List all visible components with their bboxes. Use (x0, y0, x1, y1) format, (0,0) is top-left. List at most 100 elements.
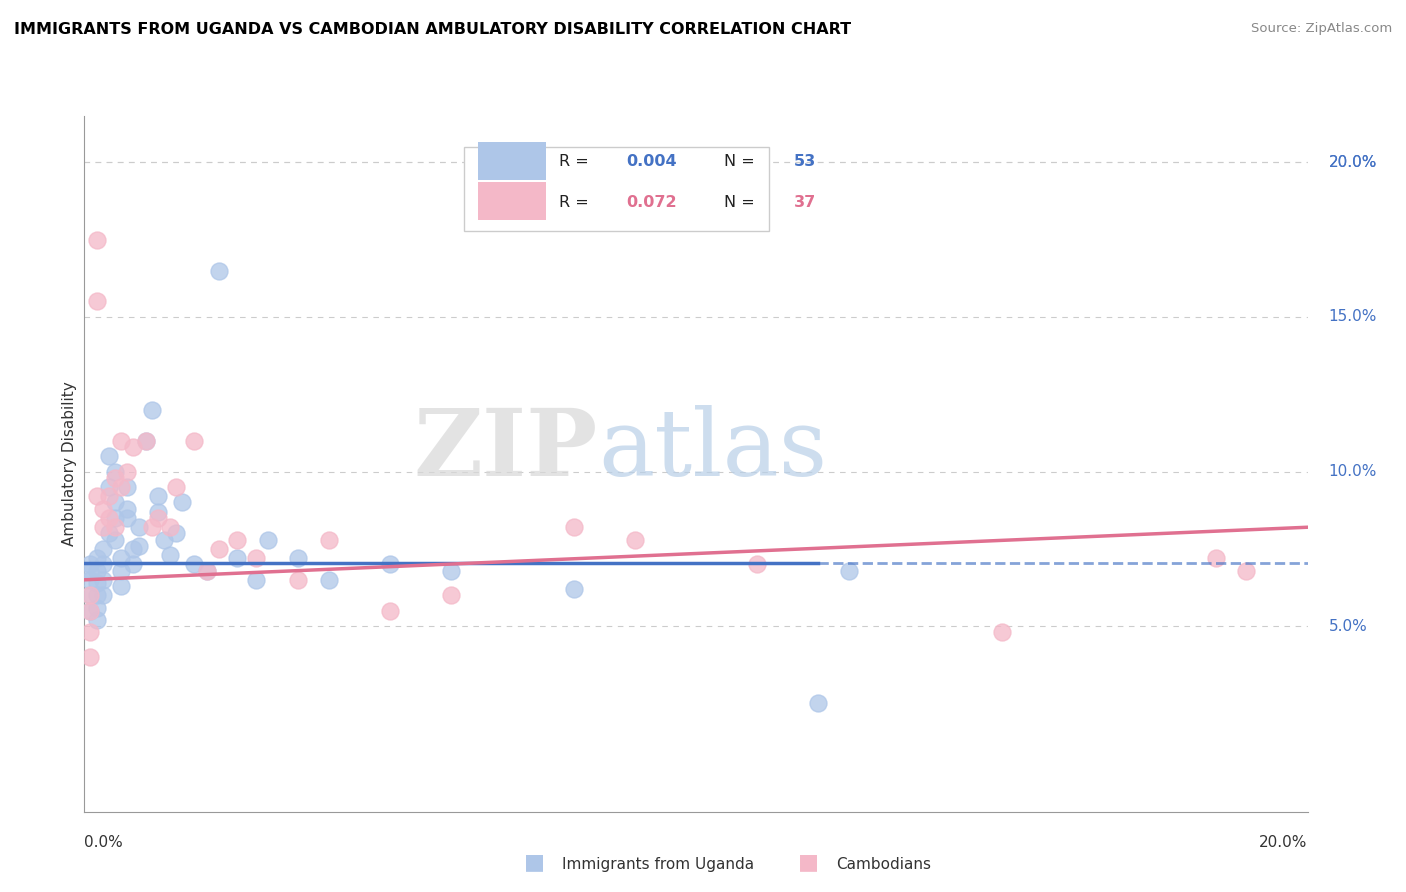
Point (104, 495, 127, 509)
Point (91, 558, 114, 572)
Point (115, 501, 138, 516)
Point (257, 533, 280, 547)
Text: ■: ■ (524, 853, 544, 872)
Point (79, 588, 101, 602)
Point (128, 539, 150, 553)
Point (159, 548, 181, 562)
Point (287, 573, 309, 587)
Text: 53: 53 (794, 154, 815, 169)
Point (195, 564, 218, 578)
Point (115, 465, 138, 479)
Point (146, 511, 169, 525)
Point (79, 558, 101, 572)
Point (838, 564, 860, 578)
Point (110, 579, 132, 593)
Text: 0.004: 0.004 (626, 154, 676, 169)
Point (91, 501, 114, 516)
Text: atlas: atlas (598, 405, 827, 495)
Point (91, 588, 114, 602)
Text: R =: R = (560, 194, 593, 210)
Point (562, 520, 585, 534)
Point (1234, 564, 1257, 578)
Point (183, 558, 205, 572)
Point (287, 551, 309, 566)
Point (97, 480, 120, 494)
Point (318, 533, 340, 547)
Point (208, 263, 231, 277)
Point (79, 604, 101, 618)
Text: ZIP: ZIP (413, 405, 598, 495)
Point (104, 533, 127, 547)
Point (208, 541, 231, 556)
Point (86, 551, 108, 566)
Point (135, 434, 157, 448)
Text: 10.0%: 10.0% (1329, 464, 1376, 479)
Point (153, 533, 176, 547)
Point (146, 505, 169, 519)
Text: 5.0%: 5.0% (1329, 619, 1368, 633)
Point (122, 558, 145, 572)
Text: N =: N = (724, 194, 761, 210)
Text: Cambodians: Cambodians (837, 857, 932, 871)
Text: Source: ZipAtlas.com: Source: ZipAtlas.com (1251, 22, 1392, 36)
Point (146, 489, 169, 503)
Point (79, 625, 101, 640)
FancyBboxPatch shape (478, 142, 546, 180)
Point (135, 434, 157, 448)
FancyBboxPatch shape (478, 182, 546, 220)
Point (226, 551, 249, 566)
Point (624, 533, 647, 547)
Point (104, 511, 127, 525)
Point (195, 564, 218, 578)
Point (318, 573, 340, 587)
Point (991, 625, 1014, 640)
Text: IMMIGRANTS FROM UGANDA VS CAMBODIAN AMBULATORY DISABILITY CORRELATION CHART: IMMIGRANTS FROM UGANDA VS CAMBODIAN AMBU… (14, 22, 851, 37)
Point (245, 551, 267, 566)
Point (86, 489, 108, 503)
Point (86, 588, 108, 602)
Point (86, 613, 108, 627)
Point (79, 588, 101, 602)
Point (122, 440, 145, 454)
Point (122, 541, 145, 556)
Text: 0.072: 0.072 (626, 194, 676, 210)
Point (440, 564, 463, 578)
Point (110, 564, 132, 578)
Point (104, 465, 127, 479)
Point (110, 434, 132, 448)
Point (115, 511, 138, 525)
Text: ■: ■ (799, 853, 818, 872)
Point (91, 520, 114, 534)
Point (380, 558, 402, 572)
Y-axis label: Ambulatory Disability: Ambulatory Disability (62, 382, 77, 546)
Point (115, 480, 138, 494)
Text: N =: N = (724, 154, 761, 169)
Point (159, 520, 181, 534)
Point (172, 495, 194, 509)
Point (1205, 551, 1227, 566)
Text: 20.0%: 20.0% (1260, 836, 1308, 850)
Point (141, 520, 163, 534)
Text: 20.0%: 20.0% (1329, 155, 1376, 169)
Point (86, 233, 108, 247)
Point (79, 564, 101, 578)
Point (128, 520, 150, 534)
Text: 37: 37 (794, 194, 815, 210)
Text: 15.0%: 15.0% (1329, 310, 1376, 325)
Point (380, 604, 402, 618)
Point (79, 604, 101, 618)
Point (440, 588, 463, 602)
Point (91, 541, 114, 556)
Point (747, 558, 769, 572)
Text: R =: R = (560, 154, 593, 169)
FancyBboxPatch shape (464, 147, 769, 231)
Point (104, 471, 127, 485)
Point (79, 573, 101, 587)
Point (110, 551, 132, 566)
Point (97, 489, 120, 503)
Point (91, 573, 114, 587)
Point (141, 402, 163, 417)
Point (165, 480, 187, 494)
Point (86, 294, 108, 309)
Point (183, 434, 205, 448)
